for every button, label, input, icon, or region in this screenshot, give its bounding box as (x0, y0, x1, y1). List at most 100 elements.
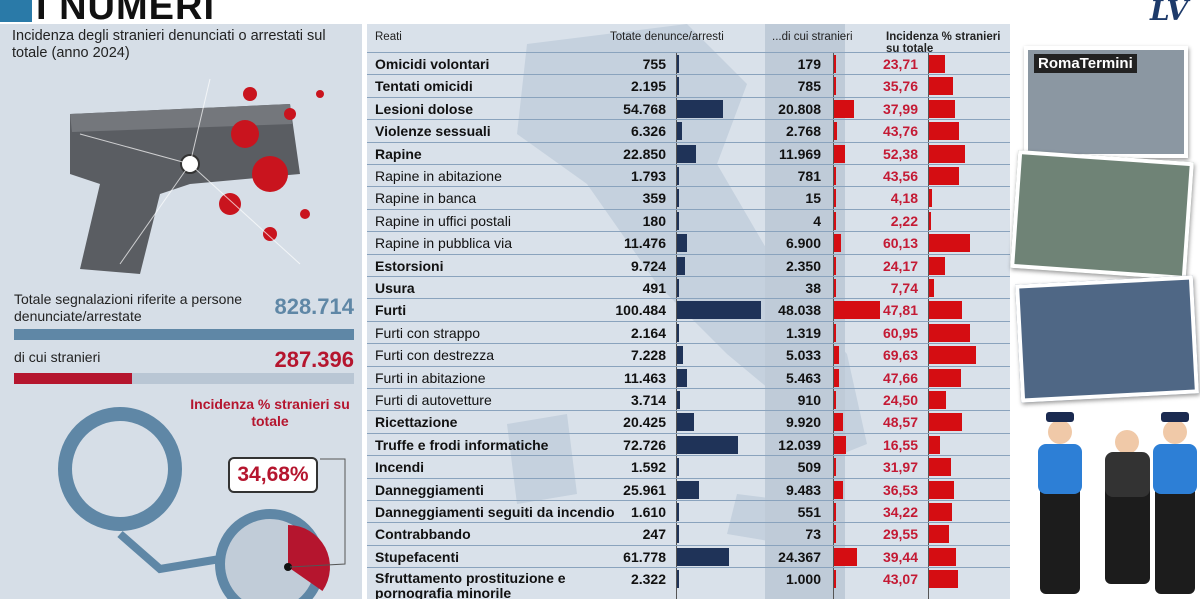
total-value: 6.326 (630, 123, 666, 140)
foreign-value: 48.038 (778, 302, 821, 319)
crime-name: Tentati omicidi (375, 78, 473, 95)
incidence-pie-slice (288, 525, 331, 591)
crime-name: Danneggiamenti seguiti da incendio (375, 504, 615, 520)
crime-name: Furti di autovetture (375, 392, 492, 408)
crime-name: Danneggiamenti (375, 481, 484, 498)
total-bar (677, 55, 679, 73)
total-value: 1.793 (630, 168, 666, 184)
total-value: 491 (642, 280, 666, 296)
table-row: Rapine in abitazione 1.793 781 43,56 (367, 164, 1010, 186)
foreign-value: 2.350 (785, 257, 821, 274)
crime-table: Reati Totate denunce/arresti ...di cui s… (367, 24, 1010, 599)
foreign-bar (834, 234, 841, 253)
total-bar (677, 503, 679, 521)
crime-name: Contrabbando (375, 526, 471, 543)
foreign-bar (834, 144, 846, 163)
subtitle: Incidenza degli stranieri denunciati o a… (12, 28, 326, 61)
foreign-bar (834, 547, 858, 566)
pct-bar (929, 413, 963, 432)
pct-bar (929, 391, 946, 409)
total-value: 25.961 (623, 481, 666, 498)
crime-name: Stupefacenti (375, 548, 460, 565)
total-bar (677, 122, 683, 141)
pct-value: 47,66 (882, 369, 918, 386)
table-row: Truffe e frodi informatiche 72.726 12.039 1… (367, 432, 1010, 455)
foreign-value: 12.039 (778, 436, 821, 453)
crime-name: Violenze sessuali (375, 123, 491, 140)
pct-value: 23,71 (882, 56, 918, 72)
foreign-bar (834, 391, 836, 409)
crime-name: Ricettazione (375, 414, 458, 431)
pct-value: 29,55 (882, 526, 918, 543)
pct-value: 36,53 (882, 481, 918, 498)
foreign-value: 24.367 (778, 548, 821, 565)
foreign-bar (834, 570, 836, 589)
pct-bar (929, 346, 977, 365)
total-value: 61.778 (623, 548, 666, 565)
table-row: Rapine in banca 359 15 4,18 (367, 186, 1010, 208)
pct-value: 60,95 (882, 324, 918, 341)
foreign-bar (834, 99, 854, 118)
page-title: I NUMERI (36, 0, 215, 28)
foreign-bar (834, 211, 836, 230)
foreign-bar (834, 458, 836, 477)
total-bar (677, 391, 681, 409)
foreign-value: 5.033 (785, 347, 821, 364)
crime-name: Furti con destrezza (375, 347, 495, 364)
total-bar (677, 413, 695, 432)
photo-roma-termini: RomaTermini (1024, 46, 1188, 158)
total-bar (677, 211, 679, 230)
total-value: 54.768 (623, 100, 666, 117)
foreign-value: 6.900 (785, 235, 821, 252)
pct-bar (929, 189, 932, 208)
table-row: Rapine in pubblica via 11.476 6.900 60,13 (367, 231, 1010, 253)
table-row: Usura 491 38 7,74 (367, 276, 1010, 298)
crime-name: Sfruttamento prostituzione e pornografia… (375, 570, 566, 599)
pct-value: 2,22 (890, 212, 918, 229)
table-row: Contrabbando 247 73 29,55 (367, 522, 1010, 544)
foreign-bar (834, 503, 836, 521)
header-foreign: ...di cui stranieri (772, 31, 853, 43)
axis-foreign (833, 52, 834, 599)
total-value: 20.425 (623, 414, 666, 431)
table-row: Furti in abitazione 11.463 5.463 47,66 (367, 365, 1010, 388)
axis-total (676, 52, 677, 599)
pct-bar (929, 211, 931, 230)
pct-bar (929, 167, 959, 185)
pct-bar (929, 55, 946, 73)
foreign-value: 4 (813, 212, 821, 229)
crime-name: Usura (375, 280, 415, 296)
foreign-value: 1.319 (785, 324, 821, 341)
total-value: 11.476 (623, 235, 666, 252)
foreign-bar-track (14, 373, 354, 384)
foreign-value: 9.483 (785, 481, 821, 498)
total-value: 180 (642, 212, 666, 229)
total-value: 2.164 (630, 324, 666, 341)
crime-name: Furti in abitazione (375, 369, 486, 386)
pct-value: 69,63 (882, 347, 918, 364)
pct-value: 39,44 (882, 548, 918, 565)
gun-illustration (70, 78, 324, 274)
summary-panel: Incidenza degli stranieri denunciati o a… (0, 24, 362, 599)
total-value: 2.195 (630, 78, 666, 95)
total-bar (677, 256, 686, 275)
pct-bar (929, 77, 954, 96)
pct-bar (929, 570, 959, 589)
photo-police-station (1010, 150, 1194, 280)
total-bar (677, 77, 679, 96)
total-value: 1.610 (630, 504, 666, 520)
total-bar (677, 234, 687, 253)
foreign-bar (834, 167, 836, 185)
table-row: Lesioni dolose 54.768 20.808 37,99 (367, 96, 1010, 119)
table-row: Danneggiamenti seguiti da incendio 1.610 5… (367, 500, 1010, 522)
total-bar (677, 167, 679, 185)
pct-bar (929, 99, 955, 118)
foreign-value: 11.969 (778, 145, 821, 162)
table-row: Tentati omicidi 2.195 785 35,76 (367, 74, 1010, 96)
crime-name: Truffe e frodi informatiche (375, 436, 549, 453)
total-value: 755 (642, 56, 666, 72)
total-bar (677, 301, 761, 320)
foreign-bar (834, 323, 836, 342)
axis-pct (928, 52, 929, 599)
foreign-bar (834, 122, 837, 141)
